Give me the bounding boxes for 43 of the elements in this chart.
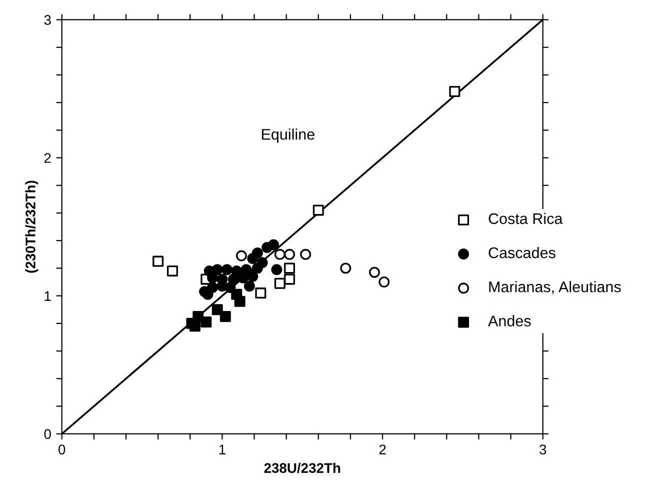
point bbox=[236, 250, 247, 262]
point bbox=[252, 262, 263, 274]
point bbox=[449, 86, 460, 97]
point bbox=[200, 316, 212, 328]
point bbox=[220, 311, 231, 322]
x-tick-label: 0 bbox=[58, 444, 66, 454]
point bbox=[212, 304, 223, 316]
x-axis-title: 238U/232Th bbox=[264, 462, 340, 474]
point bbox=[378, 276, 390, 288]
y-tick-label: 2 bbox=[44, 153, 51, 163]
point bbox=[340, 262, 352, 274]
point bbox=[231, 288, 242, 300]
y-tick-label: 0 bbox=[44, 429, 51, 440]
x-tick-label: 2 bbox=[379, 444, 386, 454]
point bbox=[271, 264, 282, 276]
legend-label: Marianas, Aleutians bbox=[489, 281, 621, 294]
point bbox=[166, 265, 178, 276]
x-tick-label: 1 bbox=[219, 444, 226, 454]
point bbox=[284, 248, 296, 260]
point bbox=[222, 264, 232, 276]
point bbox=[238, 272, 249, 284]
point bbox=[262, 242, 273, 253]
point bbox=[300, 248, 312, 260]
point bbox=[189, 320, 200, 332]
legend-label: Costa Rica bbox=[488, 212, 563, 224]
point bbox=[284, 274, 296, 285]
point bbox=[247, 270, 258, 282]
point bbox=[152, 256, 164, 267]
legend-label: Andes bbox=[488, 315, 531, 326]
point bbox=[369, 266, 380, 278]
annotation: Equiline bbox=[262, 128, 314, 143]
point bbox=[274, 248, 286, 260]
point bbox=[255, 288, 266, 299]
y-tick-label: 1 bbox=[44, 291, 51, 301]
point bbox=[274, 278, 286, 289]
point bbox=[284, 262, 296, 274]
y-tick-label: 3 bbox=[44, 15, 51, 25]
legend-label: Cascades bbox=[488, 246, 556, 258]
x-tick-label: 3 bbox=[540, 444, 546, 454]
point bbox=[312, 204, 324, 216]
y-axis-title: (230Th/232Th) bbox=[25, 180, 38, 273]
point bbox=[244, 280, 255, 292]
point bbox=[247, 253, 258, 264]
